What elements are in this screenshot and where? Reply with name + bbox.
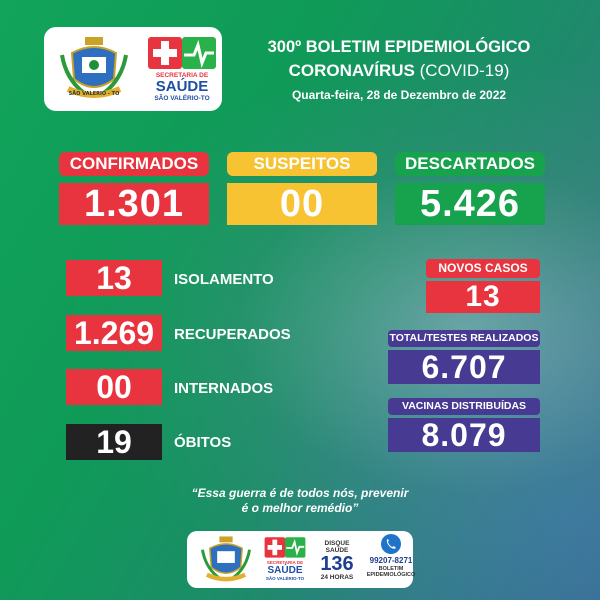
crest-text: SÃO VALERIO - TO — [69, 90, 120, 97]
subtitle-bold: CORONAVÍRUS — [288, 61, 415, 80]
bulletin-title: 300º BOLETIM EPIDEMIOLÓGICO — [267, 38, 531, 56]
quote-line2: é o melhor remédio” — [241, 501, 359, 515]
whatsapp-icon — [381, 534, 401, 554]
disque-label: DISQUE SAÚDE — [324, 540, 350, 554]
disque-hours: 24 HORAS — [320, 574, 354, 581]
footer-secretaria-label: SECRETARIA DE — [266, 560, 304, 565]
secretaria-label: SECRETARIA DE — [155, 72, 209, 79]
quote-line1: “Essa guerra é de todos nós, prevenir — [191, 486, 409, 500]
descartados-value: 5.426 — [395, 183, 545, 225]
municipal-crest-icon: SÃO VALERIO - TO — [60, 37, 128, 98]
obitos-label: ÓBITOS — [174, 434, 232, 451]
isolamento-value: 13 — [66, 260, 162, 296]
recuperados-value: 1.269 — [66, 315, 162, 351]
novos-casos-label: NOVOS CASOS — [426, 259, 540, 278]
quote: “Essa guerra é de todos nós, prevenir é … — [150, 486, 450, 516]
footer-crest-icon — [201, 536, 251, 582]
obitos-value: 19 — [66, 424, 162, 460]
footer-saude-icon — [264, 537, 306, 558]
internados-label: INTERNADOS — [174, 380, 274, 397]
testes-value: 6.707 — [388, 350, 540, 384]
novos-casos-value: 13 — [426, 281, 540, 313]
boletim-sub: EPIDEMIOLÓGICO — [366, 572, 416, 578]
saude-label: SAÚDE — [155, 78, 209, 95]
footer-saude-label: SAÚDE — [267, 565, 303, 576]
disque-number: 136 — [320, 553, 354, 575]
internados-value: 00 — [66, 369, 162, 405]
descartados-label: DESCARTADOS — [395, 152, 545, 176]
testes-label: TOTAL/TESTES REALIZADOS — [388, 330, 540, 347]
vacinas-value: 8.079 — [388, 418, 540, 452]
saude-logo-icon — [148, 37, 216, 69]
vacinas-label: VACINAS DISTRIBUÍDAS — [388, 398, 540, 415]
isolamento-label: ISOLAMENTO — [174, 271, 274, 288]
confirmados-label: CONFIRMADOS — [59, 152, 209, 176]
bulletin-subtitle: CORONAVÍRUS (COVID-19) — [228, 61, 570, 81]
bulletin-date: Quarta-feira, 28 de Dezembro de 2022 — [291, 88, 507, 102]
footer-municipio-label: SÃO VALÉRIO-TO — [265, 576, 305, 581]
suspeitos-value: 00 — [227, 183, 377, 225]
phone-number: 99207-8271 — [369, 556, 413, 565]
confirmados-value: 1.301 — [59, 183, 209, 225]
boletim-label: BOLETIM — [378, 566, 404, 572]
recuperados-label: RECUPERADOS — [174, 326, 291, 343]
subtitle-light: (COVID-19) — [419, 61, 510, 80]
suspeitos-label: SUSPEITOS — [227, 152, 377, 176]
disque-saude: DISQUE SAÚDE 136 24 HORAS — [314, 540, 360, 581]
municipio-label: SÃO VALÉRIO-TO — [154, 95, 210, 102]
